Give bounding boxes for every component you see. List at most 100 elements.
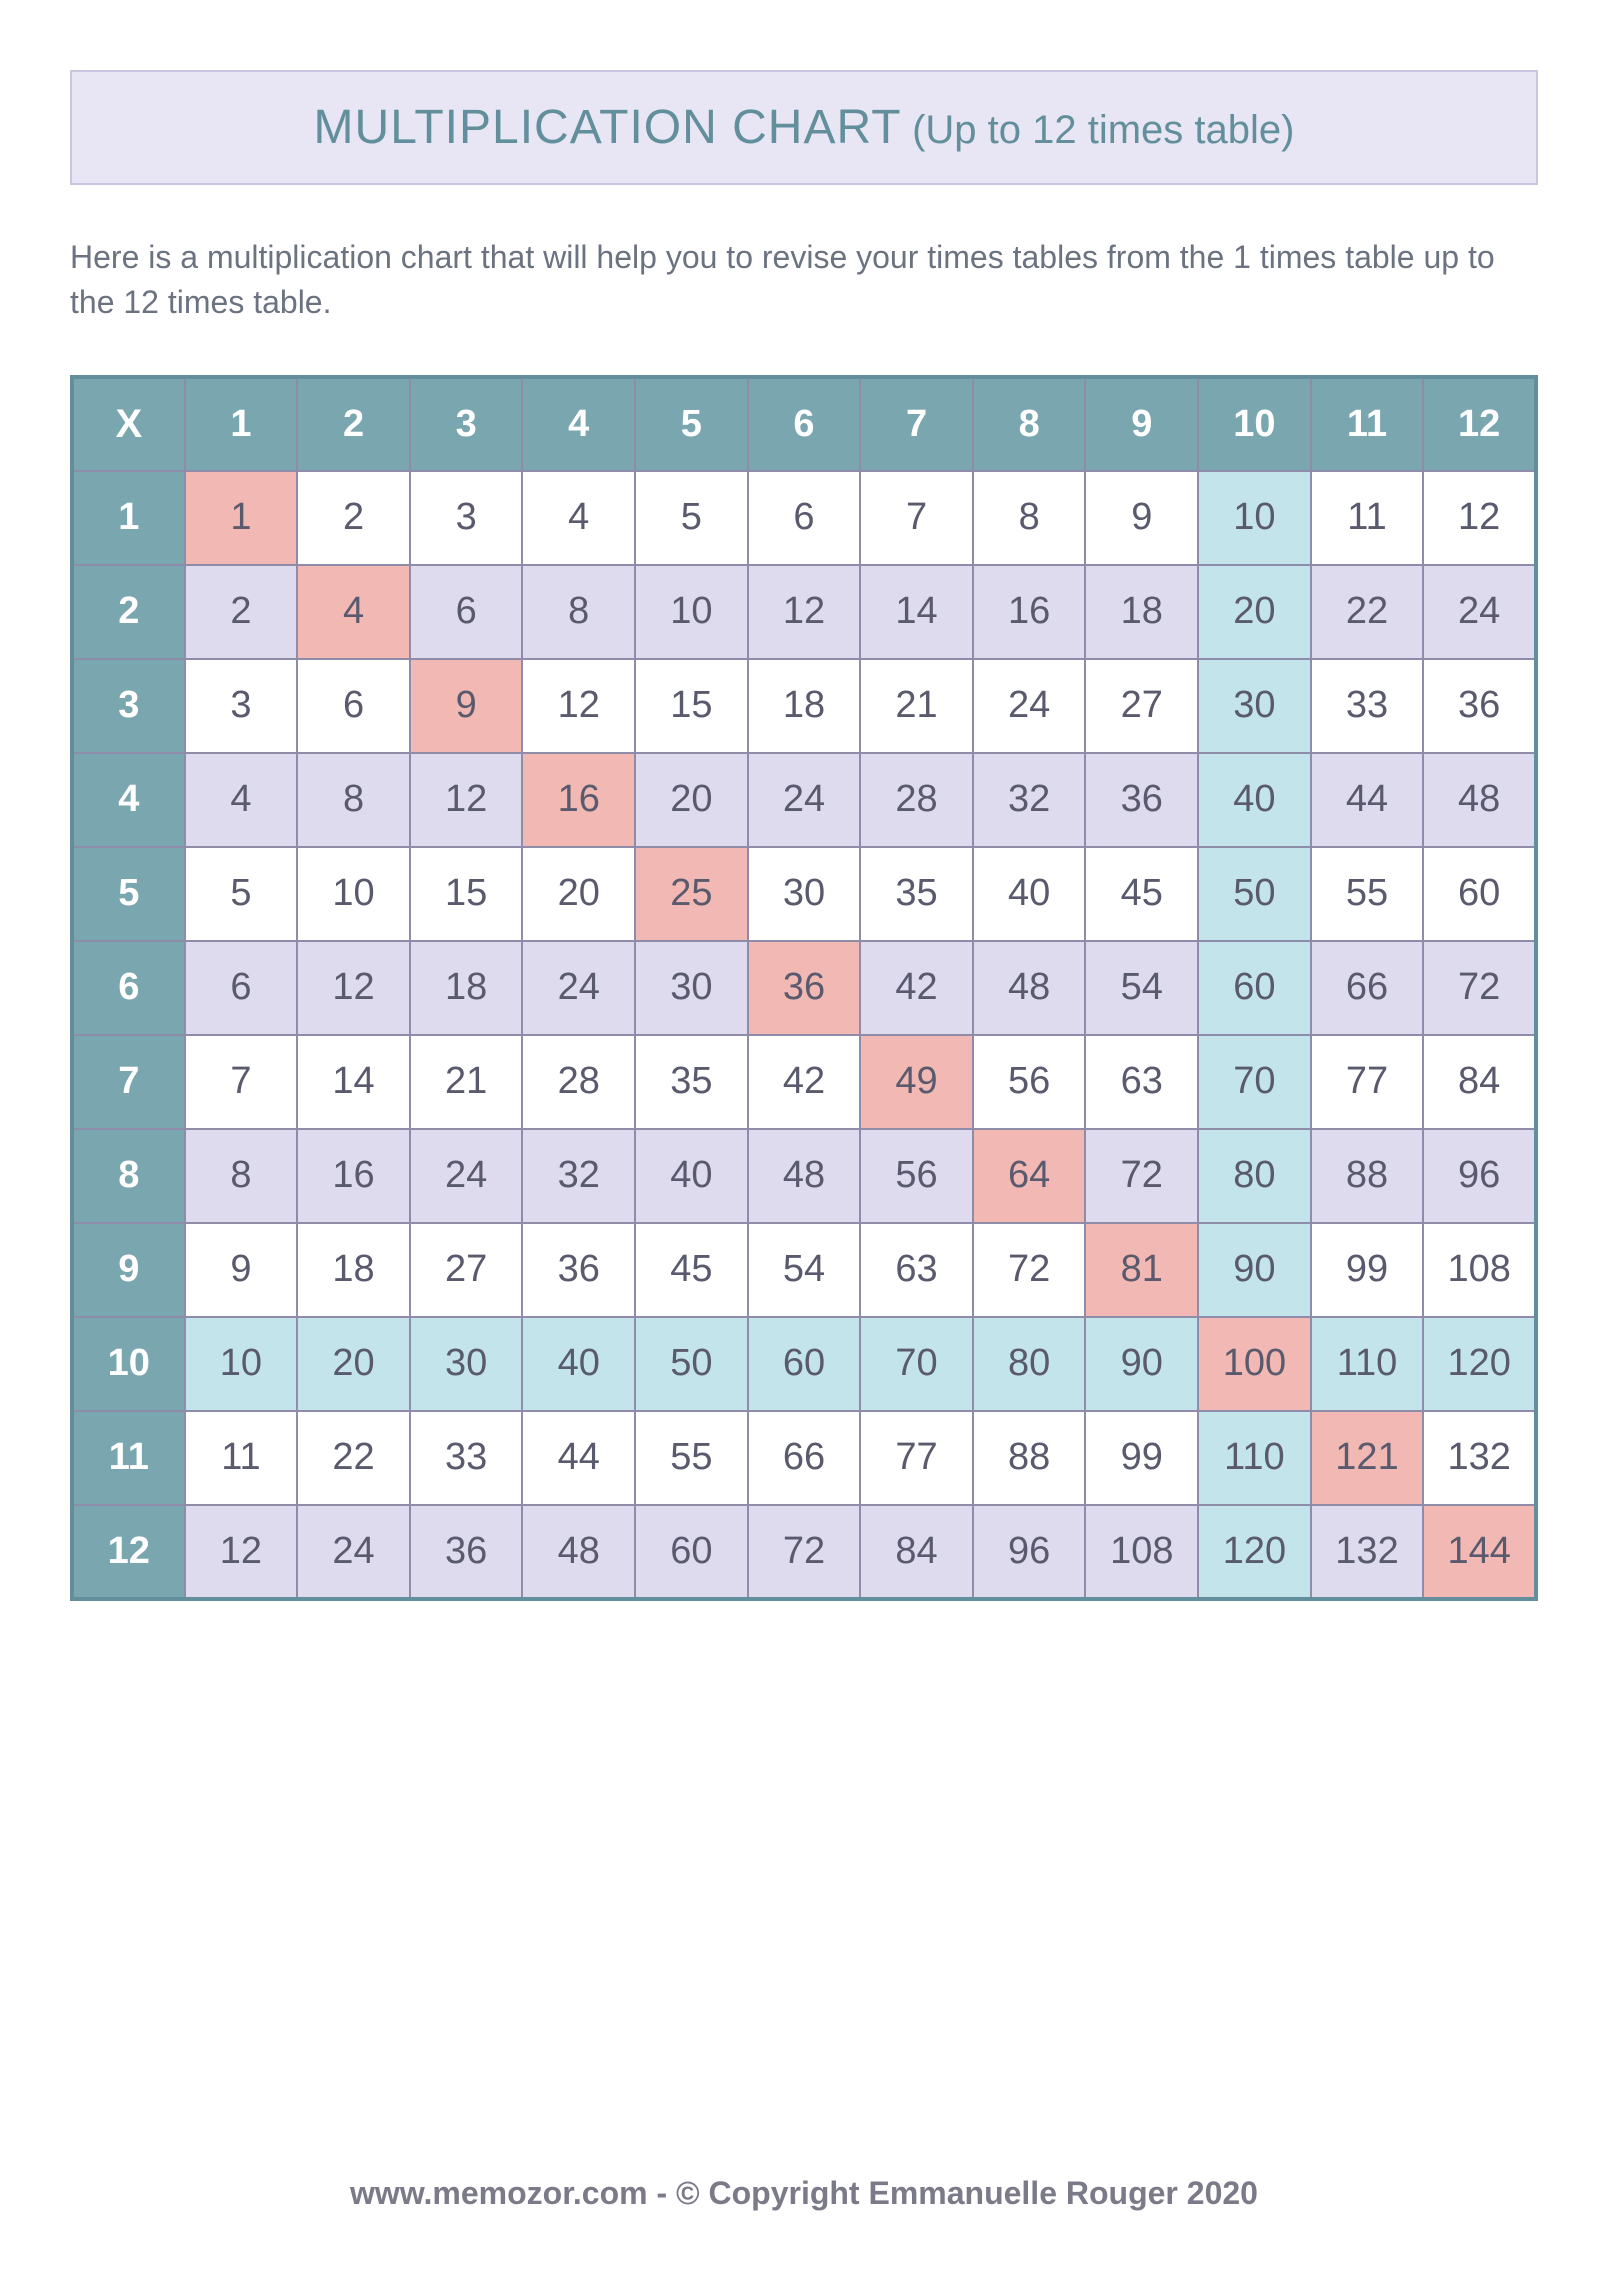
table-cell: 25: [635, 847, 748, 941]
table-cell: 21: [410, 1035, 523, 1129]
table-cell: 60: [1198, 941, 1311, 1035]
col-header: 6: [748, 377, 861, 471]
table-cell: 4: [522, 471, 635, 565]
table-cell: 132: [1311, 1505, 1424, 1599]
table-cell: 36: [1423, 659, 1536, 753]
table-cell: 45: [1085, 847, 1198, 941]
table-cell: 10: [185, 1317, 298, 1411]
table-cell: 72: [1423, 941, 1536, 1035]
table-cell: 96: [973, 1505, 1086, 1599]
col-header: 2: [297, 377, 410, 471]
table-cell: 35: [635, 1035, 748, 1129]
table-cell: 132: [1423, 1411, 1536, 1505]
table-cell: 4: [297, 565, 410, 659]
table-cell: 99: [1311, 1223, 1424, 1317]
col-header: 12: [1423, 377, 1536, 471]
table-cell: 6: [185, 941, 298, 1035]
table-cell: 36: [410, 1505, 523, 1599]
table-cell: 88: [973, 1411, 1086, 1505]
table-cell: 7: [860, 471, 973, 565]
table-cell: 12: [1423, 471, 1536, 565]
table-cell: 99: [1085, 1411, 1198, 1505]
table-cell: 22: [297, 1411, 410, 1505]
table-cell: 12: [185, 1505, 298, 1599]
row-header: 12: [72, 1505, 185, 1599]
row-header: 8: [72, 1129, 185, 1223]
table-cell: 84: [1423, 1035, 1536, 1129]
table-cell: 42: [748, 1035, 861, 1129]
table-cell: 80: [973, 1317, 1086, 1411]
col-header: 4: [522, 377, 635, 471]
table-cell: 90: [1198, 1223, 1311, 1317]
table-cell: 27: [410, 1223, 523, 1317]
table-cell: 12: [410, 753, 523, 847]
col-header: 3: [410, 377, 523, 471]
table-cell: 24: [748, 753, 861, 847]
table-cell: 30: [635, 941, 748, 1035]
table-cell: 121: [1311, 1411, 1424, 1505]
table-cell: 22: [1311, 565, 1424, 659]
table-cell: 8: [185, 1129, 298, 1223]
table-cell: 70: [1198, 1035, 1311, 1129]
col-header: 8: [973, 377, 1086, 471]
table-cell: 9: [410, 659, 523, 753]
table-cell: 48: [522, 1505, 635, 1599]
table-cell: 36: [748, 941, 861, 1035]
table-cell: 15: [635, 659, 748, 753]
table-cell: 14: [297, 1035, 410, 1129]
table-cell: 24: [297, 1505, 410, 1599]
col-header: 10: [1198, 377, 1311, 471]
table-cell: 5: [185, 847, 298, 941]
table-cell: 8: [973, 471, 1086, 565]
table-cell: 24: [1423, 565, 1536, 659]
table-cell: 12: [522, 659, 635, 753]
table-cell: 36: [522, 1223, 635, 1317]
table-cell: 36: [1085, 753, 1198, 847]
table-cell: 110: [1311, 1317, 1424, 1411]
row-header: 2: [72, 565, 185, 659]
table-cell: 60: [1423, 847, 1536, 941]
table-cell: 24: [522, 941, 635, 1035]
corner-cell: X: [72, 377, 185, 471]
row-header: 6: [72, 941, 185, 1035]
table-cell: 14: [860, 565, 973, 659]
table-cell: 35: [860, 847, 973, 941]
table-cell: 32: [973, 753, 1086, 847]
table-cell: 54: [1085, 941, 1198, 1035]
row-header: 10: [72, 1317, 185, 1411]
table-cell: 55: [635, 1411, 748, 1505]
table-cell: 144: [1423, 1505, 1536, 1599]
table-cell: 88: [1311, 1129, 1424, 1223]
table-cell: 72: [973, 1223, 1086, 1317]
col-header: 1: [185, 377, 298, 471]
col-header: 11: [1311, 377, 1424, 471]
table-cell: 66: [748, 1411, 861, 1505]
table-cell: 96: [1423, 1129, 1536, 1223]
table-cell: 6: [748, 471, 861, 565]
table-cell: 20: [297, 1317, 410, 1411]
table-cell: 30: [1198, 659, 1311, 753]
col-header: 7: [860, 377, 973, 471]
table-cell: 48: [1423, 753, 1536, 847]
table-cell: 8: [297, 753, 410, 847]
table-cell: 63: [1085, 1035, 1198, 1129]
table-cell: 60: [635, 1505, 748, 1599]
table-cell: 28: [860, 753, 973, 847]
table-cell: 40: [522, 1317, 635, 1411]
table-cell: 2: [297, 471, 410, 565]
table-cell: 10: [1198, 471, 1311, 565]
table-cell: 90: [1085, 1317, 1198, 1411]
table-cell: 54: [748, 1223, 861, 1317]
row-header: 4: [72, 753, 185, 847]
table-cell: 81: [1085, 1223, 1198, 1317]
table-cell: 21: [860, 659, 973, 753]
table-cell: 27: [1085, 659, 1198, 753]
table-cell: 11: [1311, 471, 1424, 565]
table-cell: 11: [185, 1411, 298, 1505]
table-cell: 56: [860, 1129, 973, 1223]
col-header: 5: [635, 377, 748, 471]
table-cell: 77: [1311, 1035, 1424, 1129]
row-header: 9: [72, 1223, 185, 1317]
table-cell: 12: [748, 565, 861, 659]
table-cell: 77: [860, 1411, 973, 1505]
